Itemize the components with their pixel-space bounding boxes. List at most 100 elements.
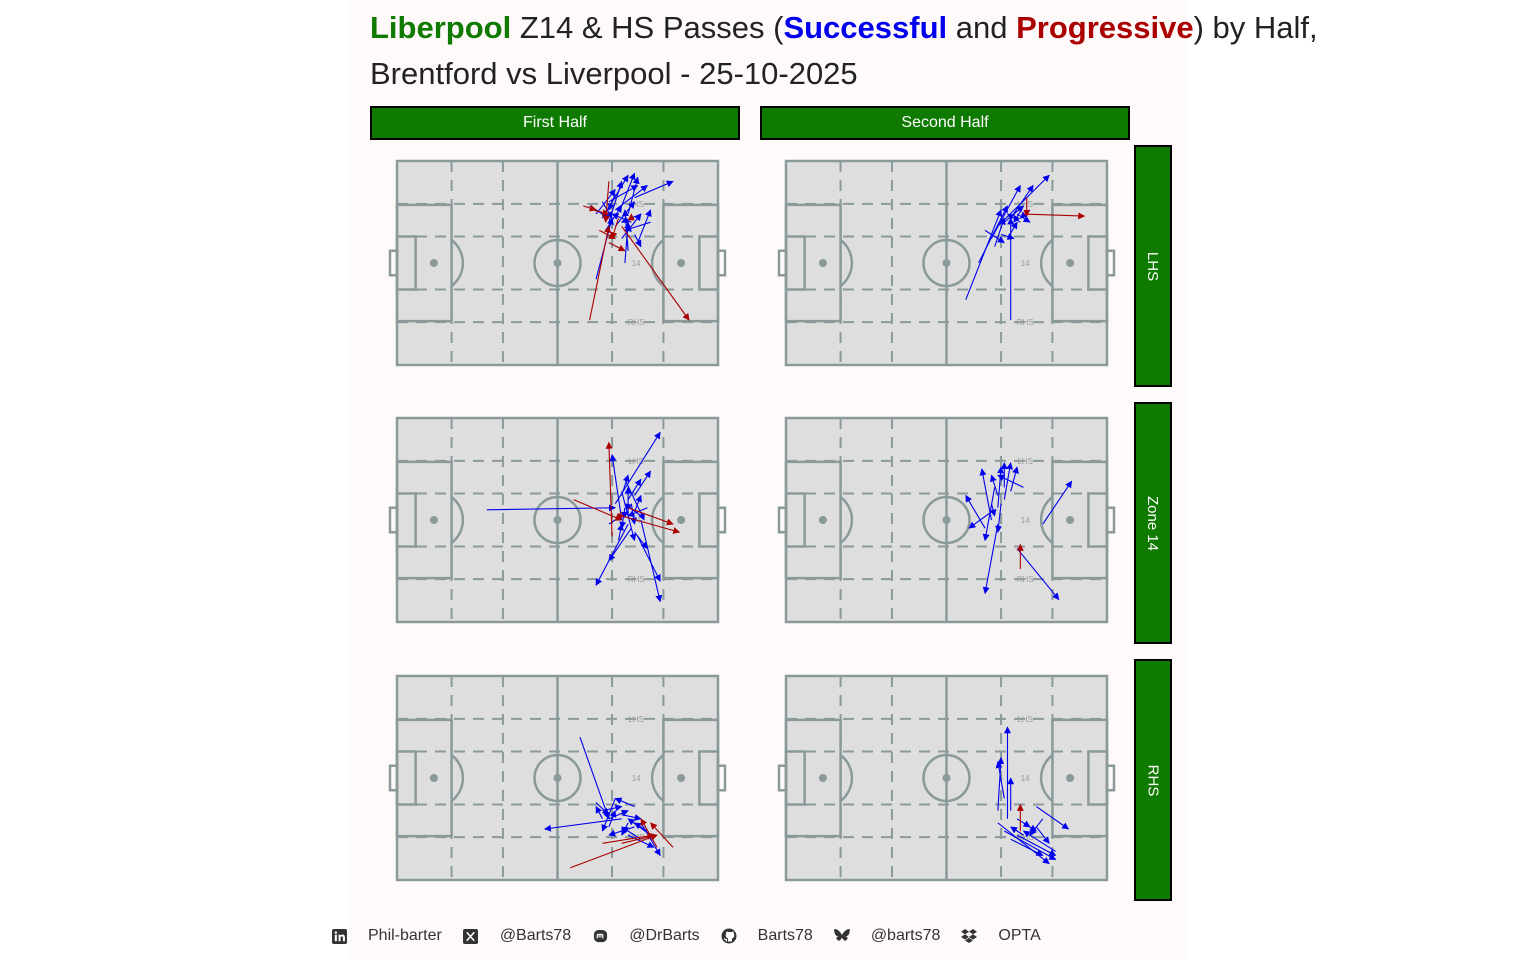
footer-linkedin-handle[interactable]: Phil-barter [368,927,442,944]
facet-label-second-half: Second Half [901,114,989,131]
successful-pass-arrow [989,503,997,517]
footer-mastodon-handle[interactable]: @DrBarts [629,927,700,944]
penalty-spot-left [818,259,827,267]
centre-circle [922,495,971,545]
progressive-pass-arrow [627,507,674,526]
successful-pass-arrow [1000,233,1015,240]
successful-pass-arrow [624,478,645,521]
linkedin-icon[interactable] [330,927,348,945]
successful-pass-arrow [982,523,999,595]
pass-arrows [486,431,681,603]
successful-pass-arrow [997,822,1050,865]
facet-strip-first-half: First Half [370,106,740,140]
github-icon[interactable] [720,927,738,945]
successful-pass-arrow [982,487,996,542]
penalty-arc-left [450,754,465,802]
successful-pass-arrow [617,523,624,541]
successful-pass-arrow [543,818,622,832]
successful-pass-arrow [1004,830,1057,861]
successful-pass-arrow [595,189,616,215]
goal-left [388,764,399,792]
chart-title-line-2: Brentford vs Liverpool - 25-10-2025 [370,56,858,91]
progressive-pass-arrow [640,818,658,848]
successful-pass-arrow [609,454,623,521]
zone-label-rhs: RHS [1017,833,1034,842]
footer-github-handle[interactable]: Barts78 [757,927,813,944]
mastodon-icon[interactable] [591,927,609,945]
successful-pass-arrow [621,172,636,207]
goal-left [777,249,788,277]
successful-pass-arrow [965,494,986,529]
penalty-arc-left [450,239,465,287]
progressive-pass-arrow [621,515,681,534]
penalty-spot-right [677,516,686,524]
successful-pass-arrow [994,217,1006,247]
goal-left [777,764,788,792]
zone-label-lhs: LHS [628,200,644,209]
successful-pass-arrow [997,174,1050,227]
penalty-spot-left [818,774,827,782]
title-part-3: ) by Half, [1193,10,1318,45]
x-icon[interactable] [462,927,480,945]
centre-spot [942,516,951,524]
penalty-arc-right [650,754,665,802]
penalty-arc-left [839,754,854,802]
progressive-pass-arrow [608,242,626,252]
goal-left [777,506,788,534]
successful-pass-arrow [595,802,610,816]
penalty-arc-right [650,496,665,544]
goal-right [1105,764,1116,792]
successful-pass-arrow [607,193,616,211]
pitch-first-half-lhs: LHS 14 RHS [388,159,727,367]
successful-pass-arrow [621,491,637,542]
goal-right [716,249,727,277]
successful-pass-arrow [630,503,638,525]
footer-x-handle[interactable]: @Barts78 [499,927,572,944]
penalty-spot-left [818,516,827,524]
penalty-spot-right [1066,774,1075,782]
successful-pass-arrow [989,474,999,496]
zone-label-rhs: RHS [1017,318,1034,327]
penalty-arc-left [839,239,854,287]
goal-right [1105,249,1116,277]
centre-spot [942,259,951,267]
successful-pass-arrow [608,527,632,562]
successful-pass-arrow [637,536,661,582]
dropbox-icon[interactable] [960,927,978,945]
progressive-pass-arrow [621,833,658,844]
successful-pass-arrow [1010,838,1044,857]
penalty-spot-right [677,259,686,267]
zone-label-z14: 14 [632,774,641,783]
facet-strip-second-half: Second Half [760,106,1130,140]
zone-label-lhs: LHS [1017,457,1033,466]
successful-pass-arrow [997,474,1024,488]
footer-bluesky-handle[interactable]: @barts78 [870,927,941,944]
facet-strip-rhs: RHS [1134,659,1172,901]
successful-pass-arrow [634,531,648,550]
successful-pass-arrow [968,511,992,529]
zone-label-z14: 14 [1021,774,1030,783]
successful-pass-arrow [633,822,648,832]
penalty-spot-right [677,774,686,782]
centre-spot [553,259,562,267]
goal-right [716,764,727,792]
successful-pass-arrow [624,221,651,232]
successful-pass-arrow [579,737,611,820]
penalty-arc-left [450,496,465,544]
penalty-arc-left [839,496,854,544]
bluesky-icon[interactable] [833,927,851,945]
penalty-arc-right [1039,239,1054,287]
successful-pass-arrow [995,760,1005,799]
footer-data-source: OPTA [998,927,1041,944]
penalty-spot-right [1066,259,1075,267]
successful-pass-arrow [634,470,652,496]
pass-arrows [965,174,1086,321]
facet-strip-zone-14: Zone 14 [1134,402,1172,644]
progressive-pass-arrow [602,832,655,844]
pitch-second-half-rhs: LHS 14 RHS [777,674,1116,882]
progressive-pass-arrow [621,225,690,321]
progressive-pass-arrow [610,217,620,240]
